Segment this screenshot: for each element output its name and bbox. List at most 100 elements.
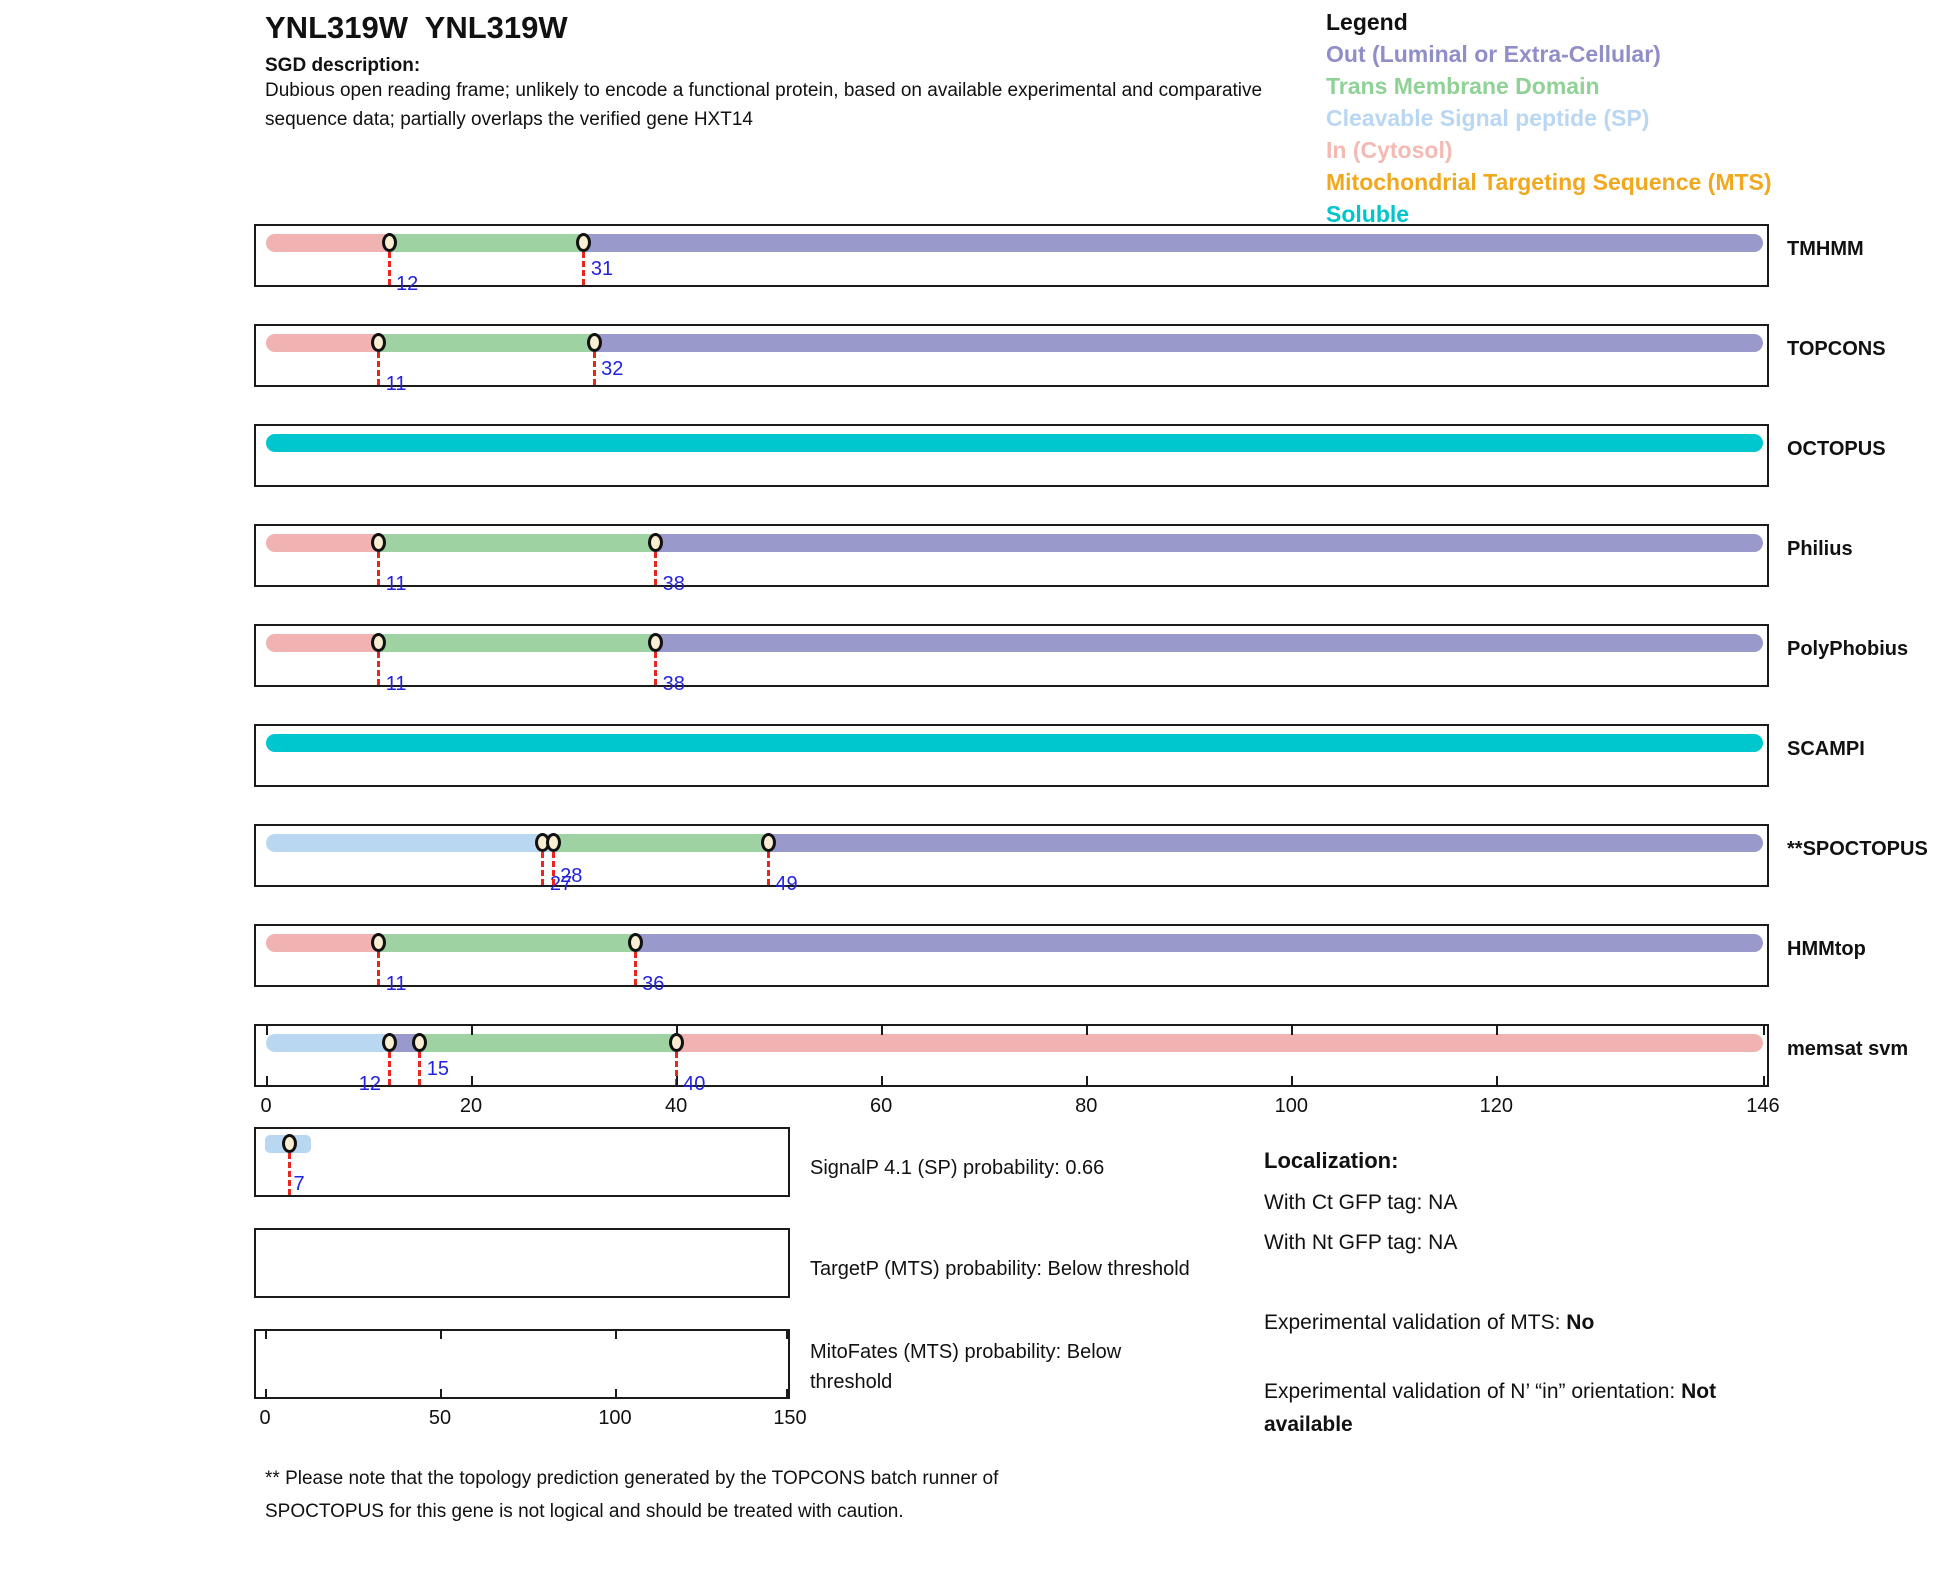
marker-label: 38	[662, 673, 685, 695]
marker-label: 27	[549, 873, 573, 895]
axis-tick	[266, 1026, 268, 1035]
marker-circle	[371, 633, 387, 652]
segment-out	[655, 634, 1763, 652]
axis-tick	[1291, 1076, 1294, 1085]
mitofates-box	[254, 1329, 790, 1399]
axis-tick	[676, 1076, 679, 1085]
axis-tick	[676, 1026, 679, 1035]
marker-label: 32	[601, 358, 624, 380]
axis-tick	[440, 1331, 442, 1339]
marker-line	[654, 543, 658, 585]
track-bar-philius	[266, 534, 1763, 552]
track-label-topcons: TOPCONS	[1787, 338, 1886, 360]
legend-item-in: In (Cytosol)	[1326, 137, 1453, 163]
axis-tick	[1291, 1026, 1294, 1035]
axis-tick	[1762, 1076, 1765, 1085]
track-label-hmmtop: HMMtop	[1787, 938, 1866, 960]
marker-label: 7	[293, 1173, 305, 1195]
track-bar-scampi	[266, 734, 1763, 752]
marker-line	[418, 1043, 422, 1085]
axis-tick-label: 20	[459, 1095, 483, 1117]
marker-circle	[545, 833, 561, 852]
axis-tick	[1086, 1076, 1089, 1085]
marker-line	[377, 543, 381, 585]
axis-tick	[265, 1389, 267, 1397]
marker-line	[377, 643, 381, 685]
segment-in	[266, 634, 379, 652]
mitofates-caption: MitoFates (MTS) probability: Below thres…	[810, 1341, 1122, 1393]
track-bar-topcons	[266, 334, 1763, 352]
marker-circle	[627, 933, 643, 952]
segment-tm	[378, 334, 595, 352]
targetp-box	[254, 1228, 790, 1298]
track-label-philius: Philius	[1787, 538, 1853, 560]
track-bar-tmhmm	[266, 234, 1763, 252]
marker-line	[766, 843, 770, 885]
orientation-validation-prefix: Experimental validation of N’ “in” orien…	[1264, 1380, 1682, 1403]
segment-out	[635, 934, 1763, 952]
marker-label: 38	[662, 573, 685, 595]
marker-line	[633, 943, 637, 985]
marker-circle	[648, 533, 664, 552]
mts-validation-prefix: Experimental validation of MTS:	[1264, 1311, 1567, 1334]
segment-out	[768, 834, 1763, 852]
marker-circle	[282, 1134, 297, 1153]
ct-gfp-tag-line: With Ct GFP tag: NA	[1264, 1191, 1458, 1214]
segment-in	[266, 234, 390, 252]
marker-line	[592, 343, 596, 385]
axis-tick-label: 80	[1075, 1095, 1098, 1117]
axis-tick-label: 150	[773, 1407, 807, 1429]
legend-item-sp: Cleavable Signal peptide (SP)	[1326, 105, 1650, 131]
axis-tick-label: 0	[259, 1407, 271, 1429]
axis-tick	[615, 1331, 617, 1339]
marker-line	[377, 343, 381, 385]
track-label-memsat-svm: memsat svm	[1787, 1038, 1909, 1060]
marker-line	[377, 943, 381, 985]
legend: Legend Out (Luminal or Extra-Cellular) Tr…	[1326, 6, 1772, 230]
marker-line	[288, 1144, 291, 1195]
axis-tick	[1762, 1026, 1765, 1035]
page-title: YNL319W YNL319W	[265, 10, 568, 45]
marker-circle	[668, 1033, 684, 1052]
localization-heading: Localization:	[1264, 1148, 1399, 1173]
sgd-description-text: Dubious open reading frame; unlikely to …	[265, 80, 1263, 130]
segment-out	[389, 1034, 420, 1052]
track-bar-octopus	[266, 434, 1763, 452]
track-label-spoctopus: **SPOCTOPUS	[1787, 838, 1928, 860]
marker-line	[582, 243, 586, 285]
marker-circle	[576, 233, 592, 252]
marker-label: 11	[385, 973, 407, 995]
track-label-polyphobius: PolyPhobius	[1787, 638, 1909, 660]
marker-label: 31	[590, 258, 614, 280]
segment-tm	[553, 834, 769, 852]
marker-line	[654, 643, 658, 685]
marker-label: 40	[683, 1073, 706, 1095]
segment-out	[583, 234, 1763, 252]
segment-in	[266, 934, 379, 952]
marker-circle	[371, 933, 387, 952]
segment-sp	[266, 1034, 390, 1052]
marker-circle	[381, 1033, 397, 1052]
segment-sp	[266, 834, 554, 852]
track-bar-polyphobius	[266, 634, 1763, 652]
segment-out	[594, 334, 1763, 352]
nt-gfp-tag-line: With Nt GFP tag: NA	[1264, 1231, 1458, 1254]
axis-tick	[265, 1331, 267, 1339]
track-bar-hmmtop	[266, 934, 1763, 952]
marker-line	[387, 243, 391, 285]
marker-label: 36	[642, 973, 665, 995]
marker-label: 11	[385, 573, 407, 595]
signalp-box	[254, 1127, 790, 1197]
segment-out	[655, 534, 1763, 552]
axis-tick-label: 60	[870, 1095, 893, 1117]
marker-circle	[760, 833, 776, 852]
axis-tick	[1496, 1076, 1499, 1085]
marker-label: 12	[358, 1073, 382, 1095]
mts-validation-line: Experimental validation of MTS: No	[1264, 1308, 1594, 1338]
orientation-validation-line: Experimental validation of N’ “in” orien…	[1264, 1375, 1769, 1441]
targetp-caption: TargetP (MTS) probability: Below thresho…	[810, 1258, 1190, 1280]
track-bar-memsat-svm	[266, 1034, 1763, 1052]
segment-tm	[378, 534, 656, 552]
axis-tick	[1086, 1026, 1089, 1035]
